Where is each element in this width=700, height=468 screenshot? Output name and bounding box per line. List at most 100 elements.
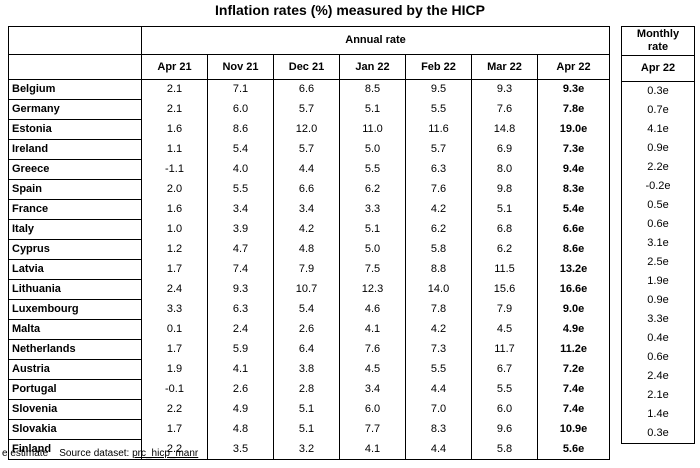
rate-cell: 6.3 (207, 299, 274, 320)
country-name: Luxembourg (8, 299, 142, 320)
monthly-row: 0.6e (622, 215, 695, 234)
rate-cell: 19.0e (536, 119, 610, 140)
rate-cell: 4.2 (405, 319, 472, 340)
rate-cell: 7.1 (207, 79, 274, 100)
rate-cell: 8.0 (471, 159, 538, 180)
rate-cell: 6.7 (471, 359, 538, 380)
column-header-row: Apr 21 Nov 21 Dec 21 Jan 22 Feb 22 Mar 22 Apr … (8, 54, 610, 80)
rate-cell: 2.8 (273, 379, 340, 400)
table-row: Germany 2.1 6.0 5.7 5.1 5.5 7.6 7.8e (8, 99, 610, 120)
rate-cell: 6.3 (405, 159, 472, 180)
monthly-row: 0.4e (622, 329, 695, 348)
rate-cell: 8.3e (536, 179, 610, 200)
rate-cell: 4.2 (405, 199, 472, 220)
rate-cell: 4.1 (339, 319, 406, 340)
rate-cell: 4.2 (273, 219, 340, 240)
rate-cell: 6.2 (471, 239, 538, 260)
monthly-row: 1.9e (622, 272, 695, 291)
column-header: Jan 22 (339, 54, 406, 80)
rate-cell: 0.1 (141, 319, 208, 340)
monthly-row: 0.3e (622, 424, 695, 444)
rate-cell: 3.3 (141, 299, 208, 320)
rate-cell: 4.8 (273, 239, 340, 260)
rate-cell: 8.8 (405, 259, 472, 280)
country-name: Finland (8, 439, 142, 460)
rate-cell: 7.7 (339, 419, 406, 440)
rate-cell: 14.8 (471, 119, 538, 140)
rate-cell: 5.6e (536, 439, 610, 460)
rate-cell: 5.9 (207, 339, 274, 360)
monthly-rate-header: Monthly rate (621, 26, 695, 56)
rate-cell: 13.2e (536, 259, 610, 280)
source-dataset-link[interactable]: prc_hicp_manr (132, 448, 199, 459)
rate-cell: 3.8 (273, 359, 340, 380)
rate-cell: 10.7 (273, 279, 340, 300)
rate-cell: 4.6 (339, 299, 406, 320)
table-row: Slovenia 2.2 4.9 5.1 6.0 7.0 6.0 7.4e (8, 399, 610, 420)
rate-cell: 1.9 (141, 359, 208, 380)
rate-cell: 3.5 (207, 439, 274, 460)
column-header: Nov 21 (207, 54, 274, 80)
rate-cell: 16.6e (536, 279, 610, 300)
monthly-row: 1.4e (622, 405, 695, 424)
table-row: Portugal -0.1 2.6 2.8 3.4 4.4 5.5 7.4e (8, 379, 610, 400)
rate-cell: 1.7 (141, 339, 208, 360)
rate-cell: 6.9 (471, 139, 538, 160)
column-header: Apr 22 (536, 54, 610, 80)
monthly-row: 0.3e (622, 82, 695, 102)
rate-cell: 7.3 (405, 339, 472, 360)
country-name: Cyprus (8, 239, 142, 260)
rate-cell: 5.7 (273, 139, 340, 160)
rate-cell: 5.7 (405, 139, 472, 160)
rate-cell: 5.1 (339, 99, 406, 120)
rate-cell: 3.4 (273, 199, 340, 220)
rate-cell: 5.5 (207, 179, 274, 200)
monthly-row: 3.1e (622, 234, 695, 253)
rate-cell: 3.4 (339, 379, 406, 400)
rate-cell: 1.7 (141, 259, 208, 280)
column-header: Dec 21 (273, 54, 340, 80)
monthly-row: 2.5e (622, 253, 695, 272)
rate-cell: 3.9 (207, 219, 274, 240)
rate-cell: 6.6 (273, 79, 340, 100)
monthly-rate-cell: 1.9e (647, 275, 669, 287)
rate-cell: 7.4 (207, 259, 274, 280)
rate-cell: 11.6 (405, 119, 472, 140)
country-name: Austria (8, 359, 142, 380)
rate-cell: 8.6e (536, 239, 610, 260)
rate-cell: 2.2 (141, 399, 208, 420)
country-name: Netherlands (8, 339, 142, 360)
rate-cell: 5.4e (536, 199, 610, 220)
monthly-rate-cell: 4.1e (647, 123, 669, 135)
monthly-rate-cell: 0.3e (647, 85, 669, 97)
country-name: Lithuania (8, 279, 142, 300)
rate-cell: 7.0 (405, 399, 472, 420)
monthly-row: 0.9e (622, 139, 695, 158)
rate-cell: -0.1 (141, 379, 208, 400)
rate-cell: 1.0 (141, 219, 208, 240)
corner-blank (8, 26, 142, 55)
table-row: Spain 2.0 5.5 6.6 6.2 7.6 9.8 8.3e (8, 179, 610, 200)
table-title: Inflation rates (%) measured by the HICP (215, 2, 485, 18)
rate-cell: 11.0 (339, 119, 406, 140)
rate-cell: 2.6 (273, 319, 340, 340)
rate-cell: 4.9e (536, 319, 610, 340)
table-row: Italy 1.0 3.9 4.2 5.1 6.2 6.8 6.6e (8, 219, 610, 240)
table-row: Ireland 1.1 5.4 5.7 5.0 5.7 6.9 7.3e (8, 139, 610, 160)
monthly-row: 0.5e (622, 196, 695, 215)
monthly-row: 0.6e (622, 348, 695, 367)
table-row: Lithuania 2.4 9.3 10.7 12.3 14.0 15.6 16.6e (8, 279, 610, 300)
rate-cell: 7.4e (536, 399, 610, 420)
rate-cell: 6.0 (471, 399, 538, 420)
rate-cell: 6.2 (405, 219, 472, 240)
rate-cell: 6.2 (339, 179, 406, 200)
rate-cell: 4.9 (207, 399, 274, 420)
rate-cell: 9.3 (471, 79, 538, 100)
monthly-rate-cell: 2.1e (647, 389, 669, 401)
rate-cell: 6.8 (471, 219, 538, 240)
rate-cell: 5.7 (273, 99, 340, 120)
rate-cell: 5.1 (273, 419, 340, 440)
table-row: Greece -1.1 4.0 4.4 5.5 6.3 8.0 9.4e (8, 159, 610, 180)
monthly-rate-cell: 3.1e (647, 237, 669, 249)
corner-blank-2 (8, 54, 142, 80)
